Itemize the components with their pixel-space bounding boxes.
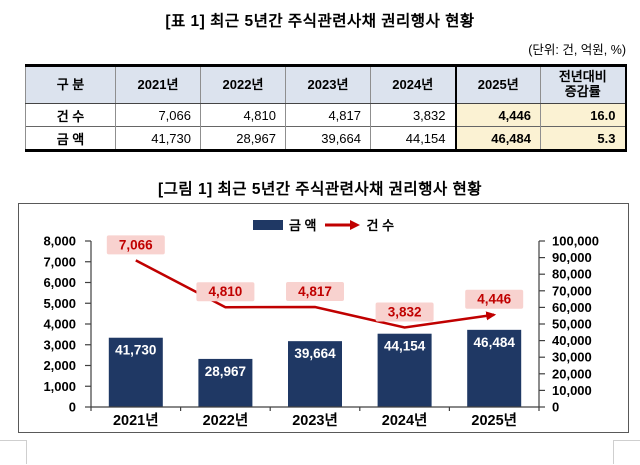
- count-2022: 4,810: [200, 103, 286, 127]
- left-axis-tick-label: 3,000: [43, 337, 76, 352]
- line-value-label-bg: [375, 302, 434, 322]
- line-value-label: 3,832: [388, 304, 422, 319]
- count-yoy: 16.0: [540, 103, 626, 127]
- line-value-label: 4,810: [209, 284, 243, 299]
- left-axis-tick-label: 4,000: [43, 317, 76, 332]
- bar: [108, 337, 163, 407]
- amount-2024: 44,154: [370, 126, 456, 151]
- left-axis-tick-label: 1,000: [43, 379, 76, 394]
- next-section-corner-right: [613, 440, 640, 464]
- x-axis-label: 2025년: [471, 412, 517, 429]
- amount-yoy: 5.3: [540, 126, 626, 151]
- chart-legend: 금 액 건 수: [19, 215, 628, 234]
- amount-2023: 39,664: [285, 126, 371, 151]
- bar: [288, 341, 342, 407]
- x-axis-label: 2024년: [382, 412, 428, 429]
- combo-chart: 41,730 28,967 39,664 44,154 46,484 0 1,000 2,00…: [43, 234, 599, 430]
- legend-bar-swatch: [252, 219, 283, 230]
- figure-title: [그림 1] 최근 5년간 주식관련사채 권리행사 현황: [157, 181, 483, 198]
- next-section-corner-left: [0, 440, 27, 464]
- right-axis-tick-label: 40,000: [552, 333, 592, 348]
- line-value-label: 4,446: [477, 292, 511, 307]
- col-header-category: 구 분: [25, 65, 116, 104]
- count-2024: 3,832: [370, 103, 456, 127]
- right-axis-tick-label: 10,000: [552, 383, 592, 398]
- table-row-amount: 금 액 41,730 28,967 39,664 44,154 46,484 5…: [25, 126, 626, 151]
- left-axis-tick-label: 5,000: [43, 296, 76, 311]
- x-axis-label: 2023년: [292, 412, 338, 429]
- bar-value-label: 46,484: [474, 335, 516, 350]
- left-axis-tick-label: 7,000: [43, 254, 76, 269]
- left-axis-tick-label: 2,000: [43, 358, 76, 373]
- count-2021: 7,066: [115, 103, 201, 127]
- right-axis-tick-label: 0: [552, 400, 559, 415]
- left-axis-tick-label: 0: [69, 400, 76, 415]
- row-label-amount: 금 액: [25, 126, 116, 151]
- table-title: [표 1] 최근 5년간 주식관련사채 권리행사 현황: [165, 13, 475, 30]
- bar-value-label: 28,967: [205, 364, 246, 379]
- chart-container: 금 액 건 수 41,730 28,967 39,664 44,154 46,484 0 1…: [18, 203, 629, 433]
- col-header-2024: 2024년: [370, 65, 456, 104]
- x-axis-label: 2021년: [113, 412, 159, 429]
- line-value-label: 4,817: [298, 284, 332, 299]
- line-value-label-bg: [106, 235, 165, 255]
- col-header-2023: 2023년: [285, 65, 371, 104]
- legend-label-amount: 금 액: [288, 218, 317, 233]
- count-line: [135, 259, 497, 329]
- left-axis-tick-label: 6,000: [43, 275, 76, 290]
- legend-label-count: 건 수: [366, 218, 395, 233]
- summary-table: 구 분 2021년 2022년 2023년 2024년 2025년 전년대비 증…: [25, 64, 627, 152]
- amount-2025: 46,484: [454, 126, 541, 151]
- count-2023: 4,817: [285, 103, 371, 127]
- line-value-label: 7,066: [119, 237, 153, 252]
- bar: [467, 329, 522, 407]
- x-axis-label: 2022년: [203, 412, 249, 429]
- right-axis-tick-label: 60,000: [552, 300, 592, 315]
- right-axis-tick-label: 50,000: [552, 317, 592, 332]
- line-value-label-bg: [196, 282, 255, 302]
- col-header-yoy: 전년대비 증감률: [540, 65, 626, 104]
- col-header-2022: 2022년: [200, 65, 286, 104]
- bar-value-label: 39,664: [294, 346, 336, 361]
- right-axis-tick-label: 30,000: [552, 350, 592, 365]
- col-header-2021: 2021년: [115, 65, 201, 104]
- count-2025: 4,446: [454, 103, 541, 127]
- legend-bar-swatch-rect: [252, 219, 283, 230]
- col-header-2025: 2025년: [454, 65, 541, 104]
- unit-note: (단위: 건, 억원, %): [528, 43, 626, 57]
- line-value-label-bg: [286, 282, 344, 302]
- right-axis-tick-label: 100,000: [552, 234, 599, 249]
- bar-value-label: 41,730: [115, 343, 156, 358]
- right-axis-tick-label: 80,000: [552, 267, 592, 282]
- amount-2022: 28,967: [200, 126, 286, 151]
- legend-arrow-head: [349, 219, 360, 230]
- line-value-label-bg: [465, 289, 524, 309]
- bar: [377, 333, 432, 407]
- row-label-count: 건 수: [25, 103, 116, 127]
- right-axis-tick-label: 20,000: [552, 366, 592, 381]
- left-axis-tick-label: 8,000: [43, 234, 76, 249]
- table-header-row: 구 분 2021년 2022년 2023년 2024년 2025년 전년대비 증…: [25, 65, 626, 104]
- amount-2021: 41,730: [115, 126, 201, 151]
- legend-line-swatch: [324, 219, 360, 230]
- bar: [198, 358, 253, 407]
- bar-value-label: 44,154: [384, 339, 426, 354]
- right-axis-tick-label: 90,000: [552, 250, 592, 265]
- table-row-count: 건 수 7,066 4,810 4,817 3,832 4,446 16.0: [25, 103, 626, 127]
- right-axis-tick-label: 70,000: [552, 283, 592, 298]
